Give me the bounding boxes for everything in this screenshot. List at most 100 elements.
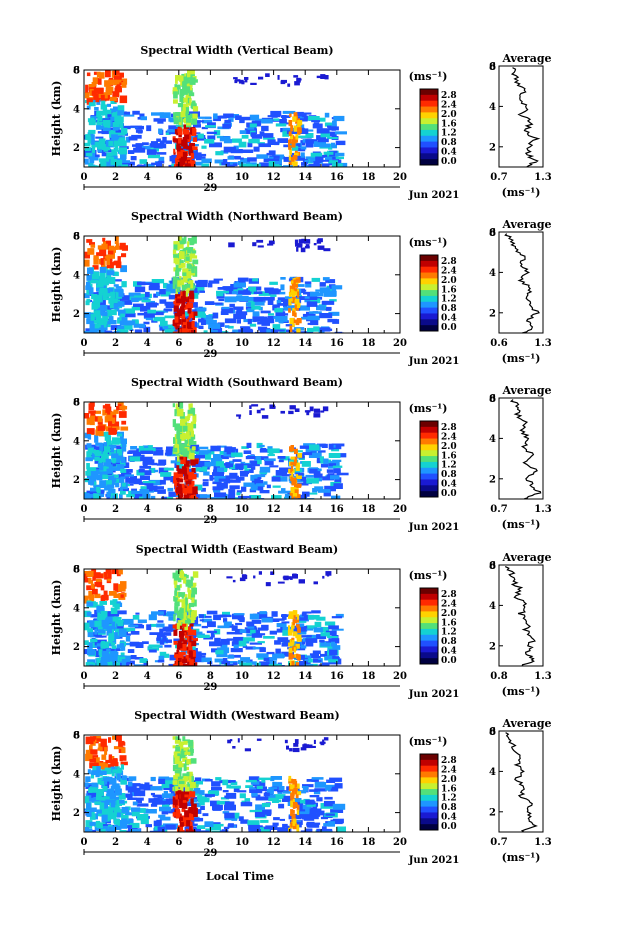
echo-cell — [188, 785, 194, 793]
echo-cell — [149, 623, 157, 627]
echo-cell — [282, 630, 290, 636]
echo-cell — [133, 790, 141, 797]
avg-y-tick-label-top: 8 — [489, 62, 496, 73]
panel-title: Spectral Width (Vertical Beam) — [140, 44, 333, 57]
echo-cell — [162, 136, 167, 143]
echo-cell — [270, 571, 275, 575]
echo-cell — [119, 493, 123, 499]
echo-cell — [188, 641, 191, 649]
echo-cell — [320, 816, 328, 820]
colorbar-frame — [419, 254, 439, 332]
echo-cell — [205, 125, 216, 128]
echo-cell — [125, 136, 131, 143]
echo-cell — [193, 817, 204, 822]
echo-cell — [307, 327, 314, 333]
echo-cell — [253, 146, 260, 152]
echo-cell — [102, 290, 108, 298]
echo-cell — [176, 151, 181, 160]
data-field — [84, 735, 346, 832]
echo-cell — [84, 146, 91, 152]
x-tick-label: 2 — [112, 671, 119, 682]
data-field — [84, 402, 349, 499]
echo-cell — [302, 787, 308, 792]
echo-cell — [280, 410, 285, 414]
echo-cell — [191, 468, 196, 473]
day-label: 29 — [203, 682, 217, 693]
echo-cell — [89, 323, 95, 332]
echo-cell — [116, 666, 121, 670]
echo-cell — [239, 793, 246, 799]
echo-cell — [112, 599, 118, 607]
echo-cell — [263, 318, 275, 324]
x-tick-label: 0 — [81, 671, 88, 682]
echo-cell — [188, 92, 195, 97]
echo-cell — [234, 812, 240, 819]
echo-cell — [235, 311, 248, 316]
colorbar-swatch — [420, 634, 438, 642]
echo-cell — [238, 414, 241, 419]
echo-cell — [121, 472, 130, 475]
echo-cell — [157, 659, 165, 663]
avg-x-tick-label: 0.7 — [490, 837, 507, 848]
echo-cell — [94, 620, 102, 627]
echo-cell — [93, 757, 100, 763]
echo-cell — [177, 280, 181, 287]
echo-cell — [210, 497, 220, 499]
echo-cell — [190, 776, 194, 782]
echo-cell — [302, 313, 316, 317]
echo-cell — [201, 145, 207, 149]
echo-cell — [142, 641, 149, 644]
colorbar-swatch — [420, 617, 438, 624]
echo-cell — [100, 142, 105, 148]
echo-cell — [108, 141, 113, 147]
echo-cell — [302, 804, 312, 810]
echo-cell — [102, 285, 106, 290]
echo-cell — [96, 284, 104, 288]
echo-cell — [101, 650, 109, 656]
echo-cell — [273, 118, 280, 121]
echo-cell — [127, 150, 135, 154]
echo-cell — [189, 438, 194, 445]
echo-cell — [173, 437, 176, 444]
echo-cell — [272, 329, 285, 332]
echo-cell — [233, 282, 246, 288]
echo-cell — [292, 631, 297, 637]
echo-cell — [183, 494, 188, 499]
echo-cell — [84, 142, 91, 147]
echo-cell — [193, 787, 201, 794]
y-tick-label: 6 — [73, 398, 80, 409]
echo-cell — [188, 148, 194, 156]
echo-cell — [187, 781, 190, 787]
echo-cell — [291, 142, 296, 148]
echo-cell — [174, 773, 180, 777]
echo-cell — [188, 164, 195, 167]
echo-cell — [330, 641, 336, 647]
echo-cell — [241, 446, 249, 449]
avg-x-tick-label: 0.8 — [490, 671, 507, 682]
echo-cell — [283, 313, 289, 316]
echo-cell — [239, 629, 247, 633]
echo-cell — [173, 472, 179, 479]
echo-cell — [99, 457, 106, 463]
x-tick-label: 12 — [267, 338, 281, 349]
echo-cell — [96, 788, 104, 796]
echo-cell — [216, 291, 224, 297]
echo-cell — [175, 591, 180, 599]
echo-cell — [137, 619, 147, 623]
echo-cell — [252, 278, 259, 282]
echo-cell — [174, 654, 180, 658]
echo-cell — [294, 81, 300, 86]
echo-cell — [97, 425, 106, 431]
echo-cell — [179, 822, 184, 827]
echo-cell — [113, 75, 122, 80]
echo-cell — [84, 595, 89, 604]
echo-cell — [179, 635, 184, 642]
echo-cell — [222, 286, 232, 289]
echo-cell — [266, 651, 275, 655]
echo-cell — [100, 325, 104, 331]
echo-cell — [232, 163, 238, 167]
echo-cell — [99, 473, 103, 480]
echo-cell — [236, 492, 241, 496]
echo-cell — [92, 77, 99, 84]
echo-cell — [292, 116, 297, 122]
